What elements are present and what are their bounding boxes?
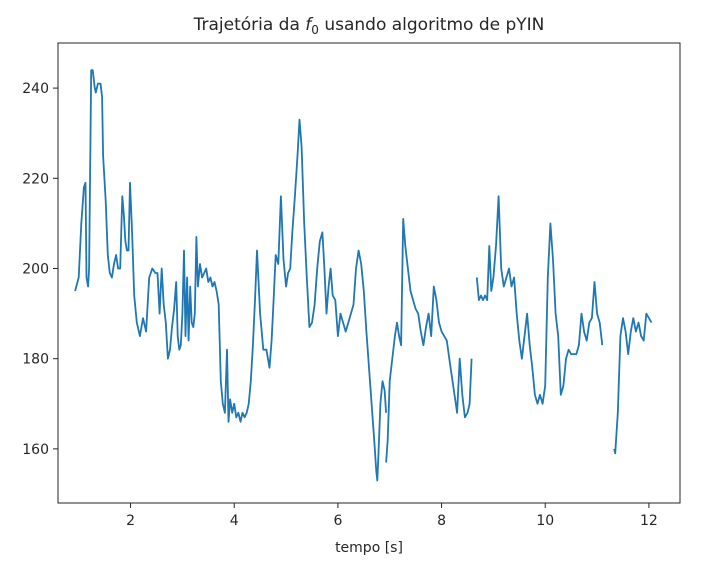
plot-frame (57, 42, 681, 504)
x-tick-label: 12 (640, 513, 658, 529)
x-tick-label: 6 (333, 513, 342, 529)
x-axis: 2 4 6 8 10 12 (126, 503, 658, 529)
x-tick-label: 4 (230, 513, 239, 529)
y-tick-label: 240 (22, 81, 49, 97)
f0-line-segment-3 (475, 195, 604, 405)
chart-title-subscript: 0 (311, 23, 319, 37)
y-tick-label: 200 (22, 261, 49, 277)
plot-layer (74, 69, 653, 482)
f0-line-segment-1 (74, 69, 387, 482)
chart-title-symbol: f (305, 15, 314, 35)
x-tick-label: 8 (437, 513, 446, 529)
y-tick-label: 180 (22, 352, 49, 368)
f0-line-segment-2 (385, 217, 473, 463)
y-tick-label: 160 (22, 442, 49, 458)
y-axis: 160 180 200 220 240 (22, 81, 58, 458)
chart-title: Trajetória da f0 usando algoritmo de pYI… (193, 15, 545, 37)
x-tick-label: 2 (126, 513, 135, 529)
chart-title-suffix: usando algoritmo de pYIN (319, 15, 544, 35)
x-tick-label: 10 (536, 513, 554, 529)
chart-title-prefix: Trajetória da (193, 15, 306, 35)
y-tick-label: 220 (22, 171, 49, 187)
x-axis-label: tempo [s] (335, 540, 403, 556)
f0-line-segment-4 (613, 312, 653, 455)
